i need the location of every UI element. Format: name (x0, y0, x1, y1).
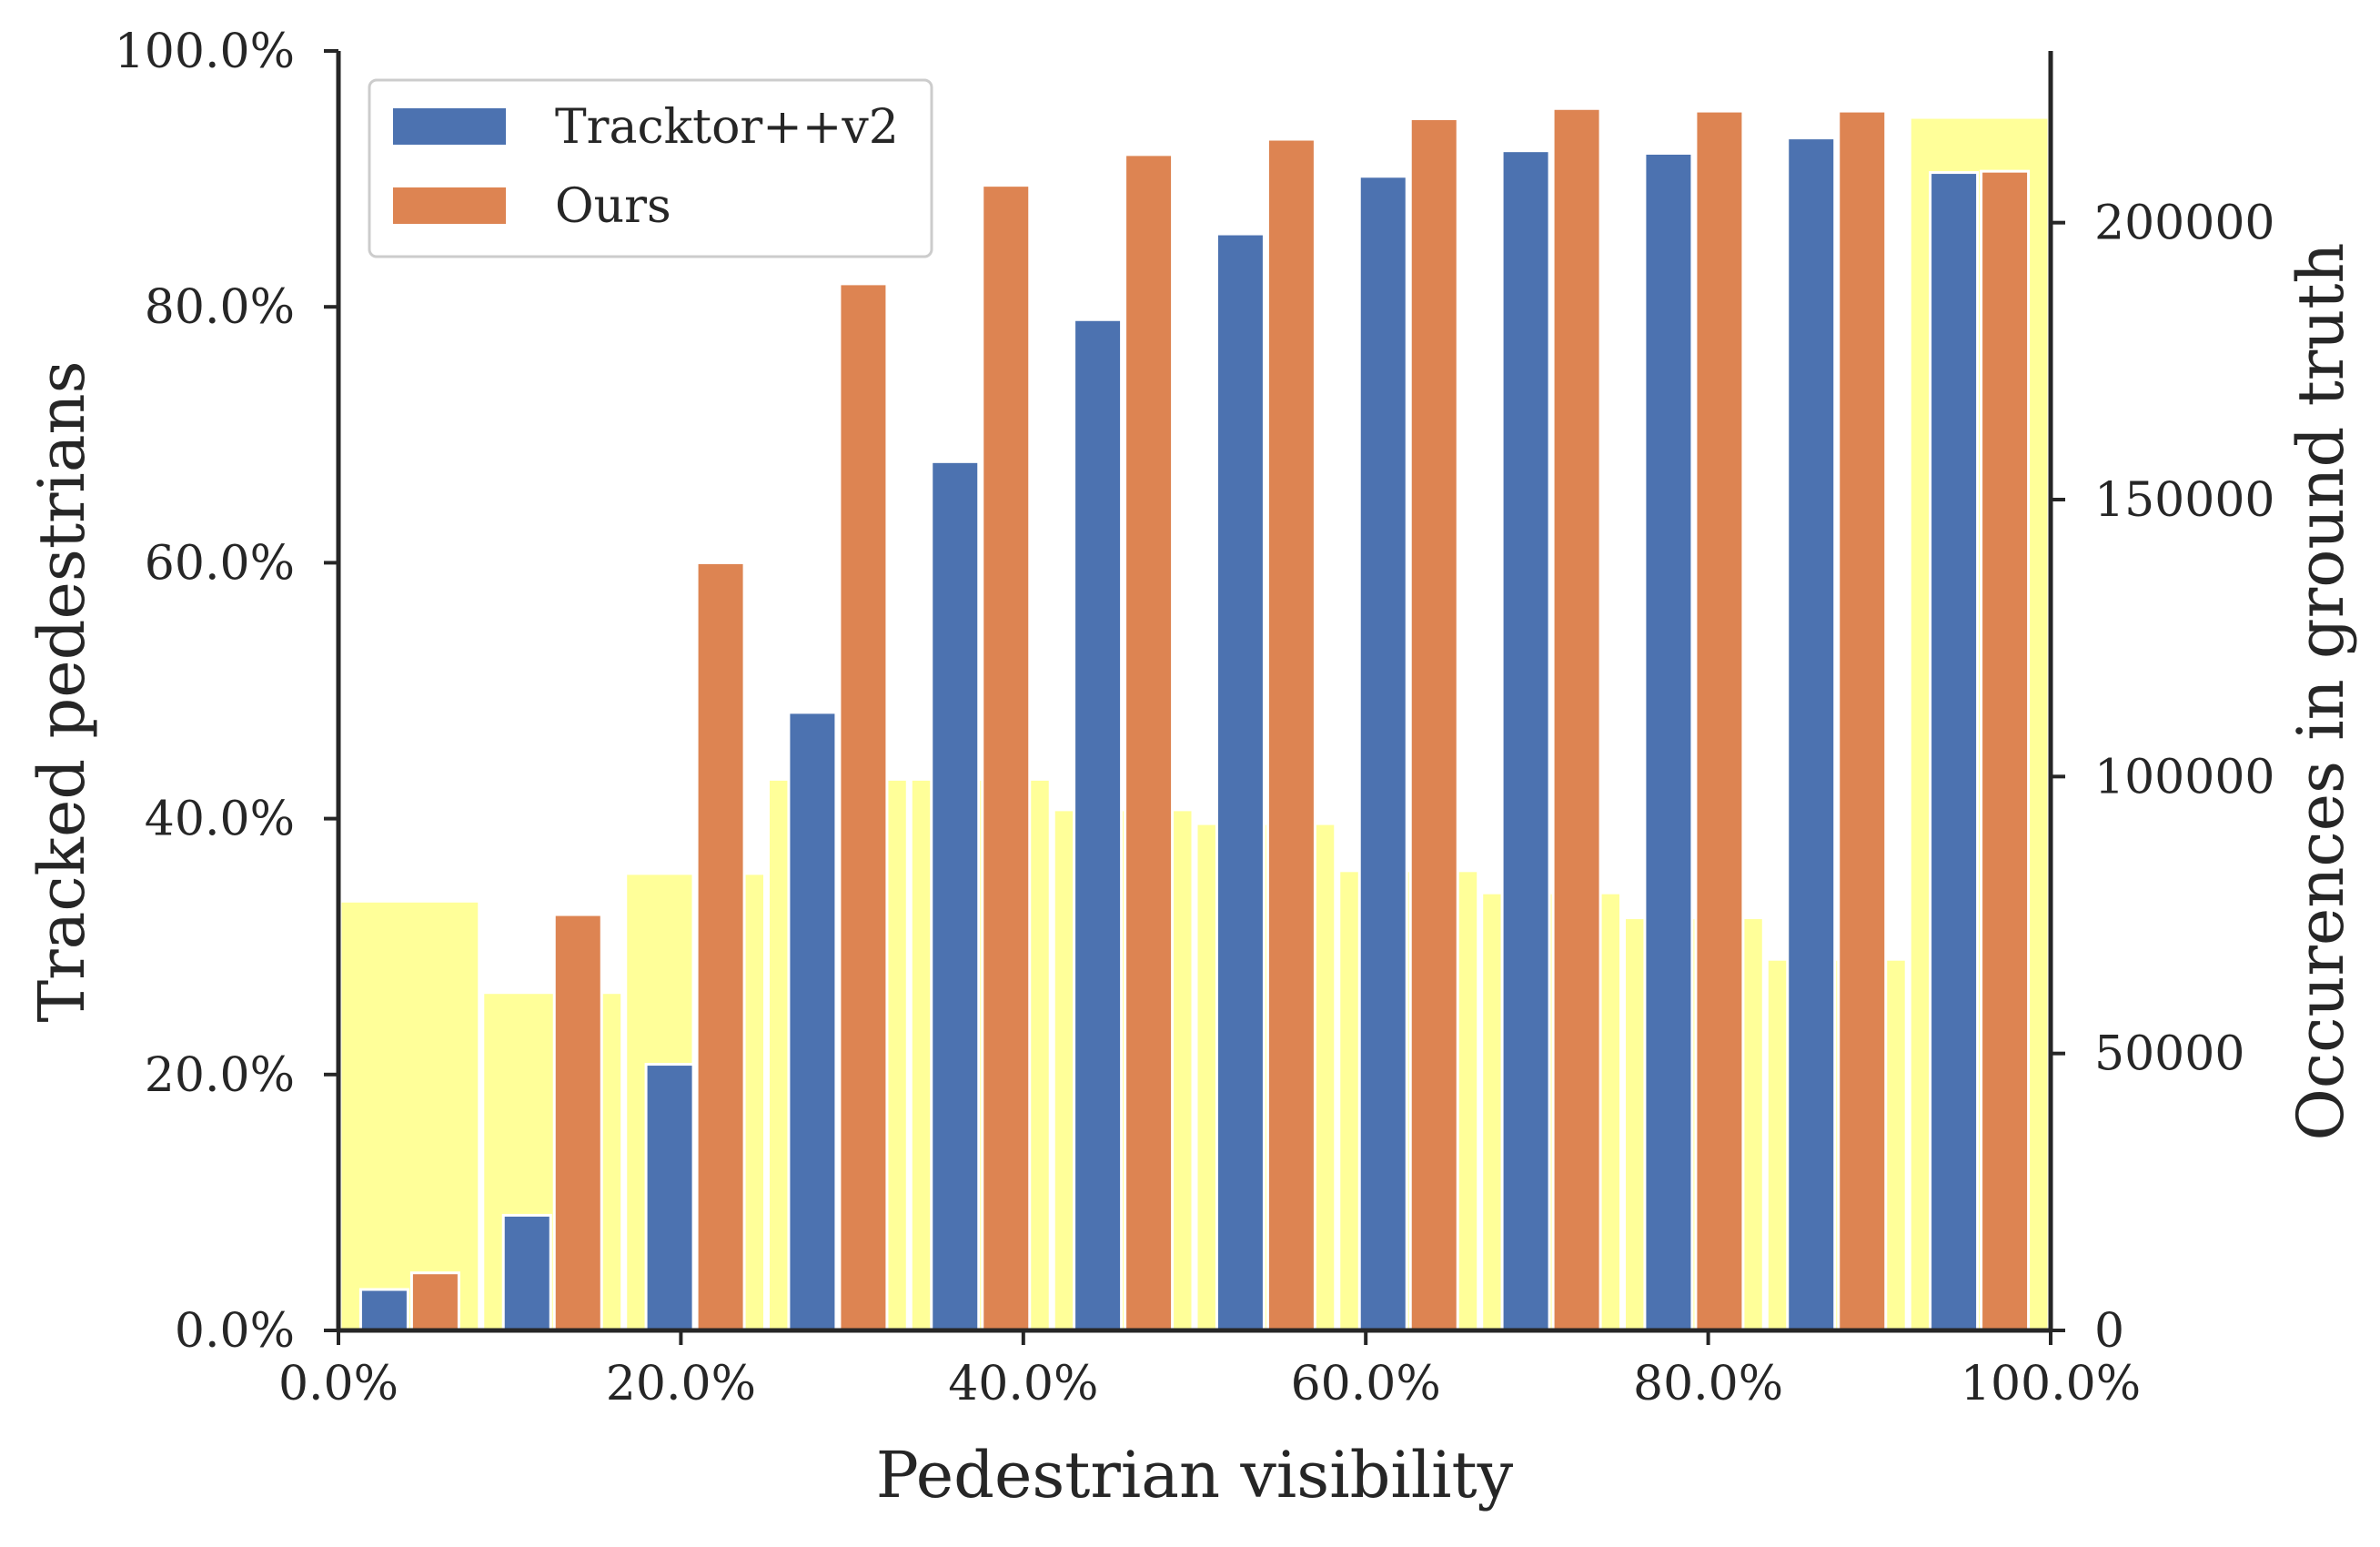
bar-tracktor-8 (1500, 149, 1551, 1332)
bar-tracktor-4 (930, 460, 981, 1332)
bar-ours-2 (695, 561, 746, 1332)
legend-swatch-tracktor (393, 108, 506, 145)
y-axis-title: Tracked pedestrians (25, 360, 99, 1022)
y-right-tick-label-3: 150000 (2094, 473, 2275, 528)
y-right-tick-label-4: 200000 (2094, 197, 2275, 251)
bar-tracktor-9 (1643, 151, 1694, 1332)
bar-tracktor-7 (1357, 175, 1408, 1332)
bar-ours-4 (981, 184, 1032, 1332)
bar-ours-7 (1408, 117, 1459, 1332)
bar-series (358, 106, 2031, 1332)
axes (336, 51, 2053, 1333)
y-tick-label-2: 40.0% (145, 793, 295, 847)
bar-ours-8 (1551, 106, 1602, 1332)
tick-marks: 0.0% 20.0% 40.0% 60.0% 80.0% 100.0% 0.0% 20.0% 4… (115, 25, 2275, 1411)
bar-ours-5 (1124, 153, 1175, 1332)
x-tick-label-5: 100.0% (1961, 1357, 2141, 1411)
bar-ours-6 (1266, 137, 1316, 1332)
bar-ours-11 (1980, 169, 2031, 1332)
y-tick-label-5: 100.0% (115, 25, 295, 79)
y-tick-label-0: 0.0% (175, 1304, 295, 1359)
y-right-tick-label-1: 50000 (2094, 1027, 2244, 1082)
y-tick-label-3: 60.0% (145, 536, 295, 591)
bar-tracktor-11 (1929, 171, 1980, 1332)
y-right-axis-title: Occurences in ground truth (2284, 243, 2358, 1141)
bar-ours-1 (552, 913, 603, 1332)
bar-tracktor-2 (644, 1063, 695, 1332)
x-tick-label-4: 80.0% (1633, 1357, 1783, 1411)
bar-tracktor-0 (358, 1288, 409, 1332)
bar-ours-9 (1694, 109, 1745, 1332)
y-tick-label-1: 20.0% (145, 1048, 295, 1103)
legend-label-tracktor: Tracktor++v2 (555, 100, 899, 155)
bar-ours-0 (409, 1271, 460, 1332)
bar-tracktor-10 (1786, 136, 1837, 1332)
x-tick-label-3: 60.0% (1291, 1357, 1441, 1411)
y-right-tick-label-0: 0 (2094, 1304, 2124, 1359)
y-tick-label-4: 80.0% (145, 280, 295, 335)
legend-box (368, 78, 933, 258)
x-tick-label-1: 20.0% (606, 1357, 756, 1411)
x-tick-label-2: 40.0% (948, 1357, 1098, 1411)
x-tick-label-0: 0.0% (278, 1357, 398, 1411)
occurrence-bar-0 (338, 899, 481, 1332)
bar-tracktor-3 (787, 711, 838, 1332)
bar-ours-10 (1837, 109, 1888, 1332)
bar-ours-3 (838, 282, 889, 1332)
legend: Tracktor++v2 Ours (368, 78, 933, 258)
bar-tracktor-5 (1073, 318, 1124, 1332)
bar-tracktor-1 (501, 1213, 552, 1332)
bar-tracktor-6 (1215, 232, 1266, 1332)
legend-swatch-ours (393, 187, 506, 224)
x-axis-title: Pedestrian visibility (876, 1438, 1514, 1512)
y-right-tick-label-2: 100000 (2094, 750, 2275, 804)
legend-label-ours: Ours (555, 179, 671, 234)
